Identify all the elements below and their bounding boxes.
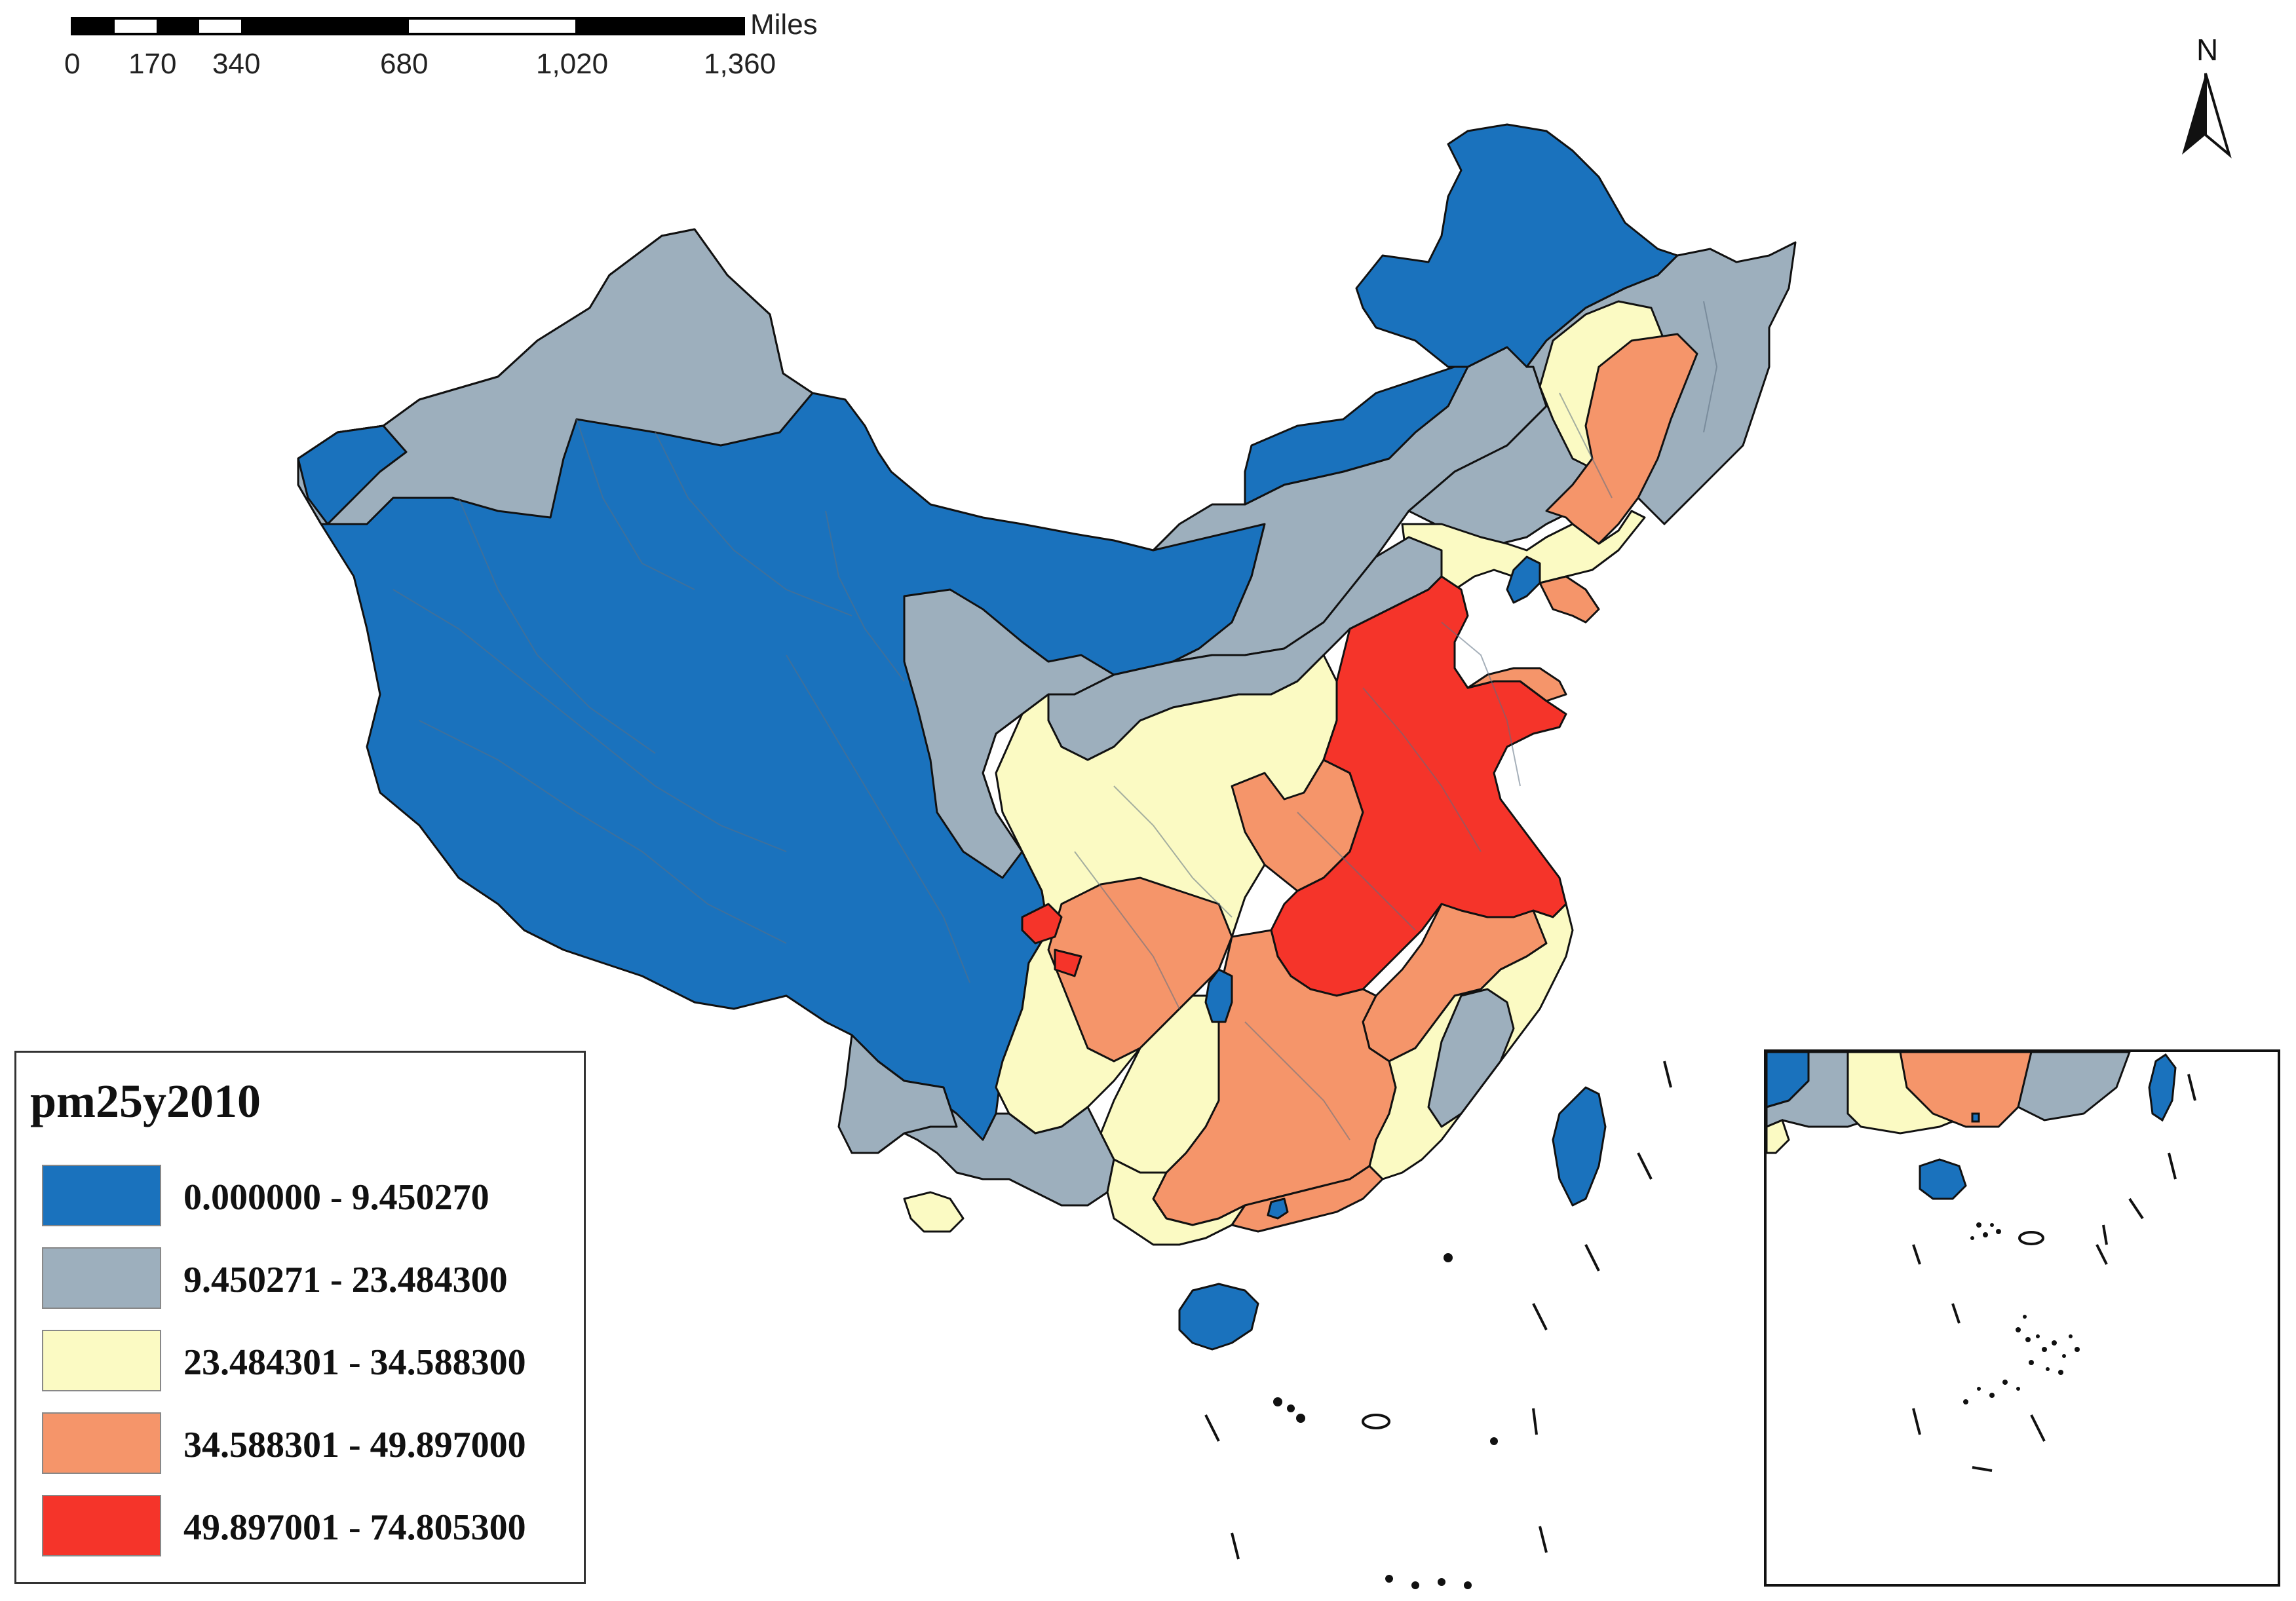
region-liaoning-orange bbox=[1539, 575, 1600, 624]
legend-row-0: 0.000000 - 9.450270 bbox=[42, 1165, 566, 1230]
legend-swatch-1 bbox=[42, 1247, 161, 1309]
legend-label-2: 23.484301 - 34.588300 bbox=[183, 1342, 526, 1383]
scale-unit-label: Miles bbox=[750, 9, 818, 41]
scale-tick-3: 680 bbox=[380, 48, 428, 80]
region-fujian-grey bbox=[1427, 988, 1515, 1128]
island-hainan bbox=[1178, 1283, 1259, 1351]
inset-spratly-dots bbox=[1963, 1222, 2080, 1404]
legend-label-4: 49.897001 - 74.805300 bbox=[183, 1507, 526, 1548]
legend-row-2: 23.484301 - 34.588300 bbox=[42, 1330, 566, 1395]
legend-row-3: 34.588301 - 49.897000 bbox=[42, 1412, 566, 1478]
region-sichuan-red bbox=[1021, 903, 1063, 945]
region-xinjiang-north bbox=[297, 228, 814, 525]
inset-pearl-lake bbox=[1971, 1112, 1980, 1123]
legend-swatch-2 bbox=[42, 1330, 161, 1391]
region-gansu-band bbox=[903, 588, 1115, 879]
region-northeast-orange bbox=[1545, 333, 1698, 545]
scale-tick-4: 1,020 bbox=[536, 48, 608, 80]
inset-hainan bbox=[1919, 1158, 1967, 1200]
inset-mainland-yellow-west bbox=[1767, 1118, 1790, 1154]
legend-row-1: 9.450271 - 23.484300 bbox=[42, 1247, 566, 1313]
inset-mainland-grey-east bbox=[2017, 1052, 2131, 1121]
lake-dongting bbox=[1204, 968, 1233, 1023]
region-yunnan-west-grey bbox=[837, 1034, 958, 1154]
scale-tick-1: 170 bbox=[128, 48, 176, 80]
county-boundaries bbox=[392, 301, 1718, 1140]
scale-tick-5: 1,360 bbox=[704, 48, 776, 80]
scale-bar: Miles 0 170 340 680 1,020 1,360 bbox=[64, 9, 818, 80]
region-yunnan-south-yellow bbox=[903, 1191, 965, 1233]
north-label: N bbox=[2196, 33, 2218, 67]
region-shandong-orange bbox=[1466, 667, 1567, 702]
legend-title: pm25y2010 bbox=[30, 1075, 261, 1127]
south-china-sea-marks bbox=[1204, 1061, 1672, 1589]
region-sichuan-red-2 bbox=[1054, 949, 1082, 977]
region-liaoning-yellow bbox=[1401, 510, 1646, 591]
legend-label-3: 34.588301 - 49.897000 bbox=[183, 1425, 526, 1465]
inset-taiwan bbox=[2148, 1053, 2177, 1122]
inset-map bbox=[1764, 1049, 2280, 1587]
china-map bbox=[297, 123, 1797, 1351]
legend-label-0: 0.000000 - 9.450270 bbox=[183, 1177, 489, 1218]
region-bohai-blue bbox=[1506, 556, 1541, 604]
lake-pearl-river bbox=[1267, 1197, 1289, 1220]
legend-label-1: 9.450271 - 23.484300 bbox=[183, 1260, 508, 1300]
legend-swatch-3 bbox=[42, 1412, 161, 1474]
legend-row-4: 49.897001 - 74.805300 bbox=[42, 1495, 566, 1560]
region-south-coast-yellow bbox=[1106, 1158, 1246, 1246]
island-taiwan bbox=[1552, 1086, 1607, 1207]
legend-swatch-0 bbox=[42, 1165, 161, 1226]
scale-tick-0: 0 bbox=[64, 48, 80, 80]
legend-swatch-4 bbox=[42, 1495, 161, 1556]
inset-islands bbox=[1912, 1074, 2196, 1472]
scale-tick-2: 340 bbox=[212, 48, 260, 80]
region-xinjiang-tip bbox=[297, 424, 408, 525]
region-mongolia-east-low bbox=[1244, 366, 1469, 506]
north-arrow: N bbox=[2182, 33, 2232, 159]
